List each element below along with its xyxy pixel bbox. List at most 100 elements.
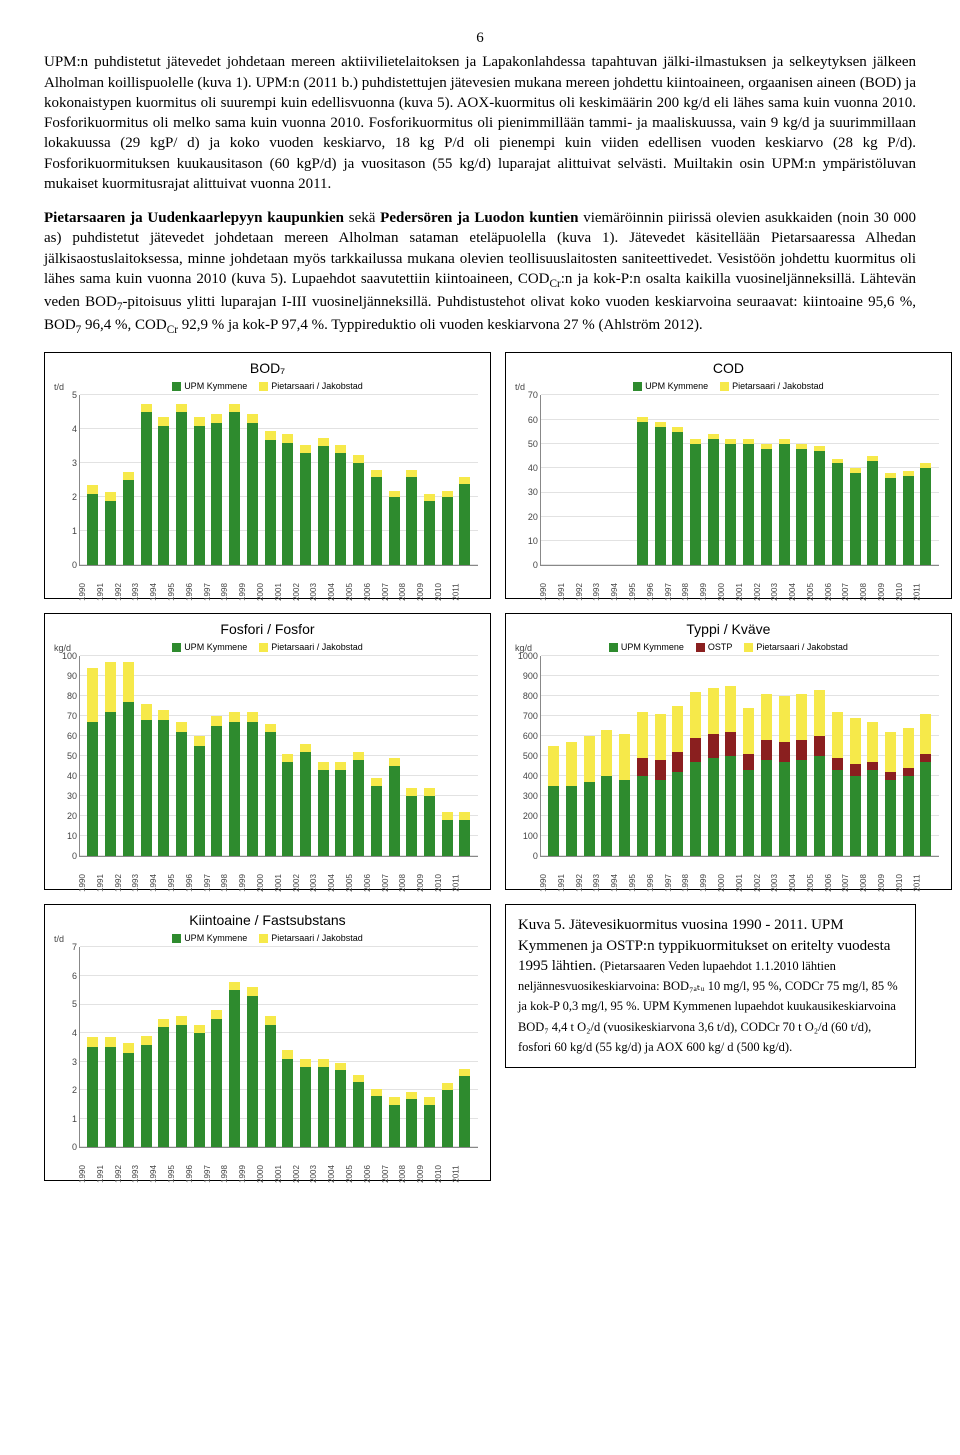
bar-segment-pj	[566, 742, 577, 786]
bar-slot	[368, 395, 386, 565]
legend-swatch	[172, 934, 181, 943]
bar-stack	[708, 688, 719, 856]
bar-segment-pj	[211, 716, 222, 726]
bar-stack	[725, 686, 736, 856]
bar-slot	[687, 395, 705, 565]
bar-segment-upm	[87, 722, 98, 856]
bar-stack	[335, 762, 346, 856]
axis-unit: t/d	[54, 933, 64, 945]
legend-item-pj: Pietarsaari / Jakobstad	[259, 380, 363, 392]
bar-slot	[332, 395, 350, 565]
bar-segment-pj	[282, 434, 293, 443]
bar-segment-upm	[389, 497, 400, 565]
legend-label: UPM Kymmene	[184, 380, 247, 392]
bar-segment-ostp	[867, 762, 878, 770]
bar-stack	[194, 736, 205, 856]
bar-segment-upm	[708, 439, 719, 565]
bar-segment-pj	[176, 1016, 187, 1025]
bar-segment-pj	[176, 404, 187, 413]
bar-stack	[885, 732, 896, 856]
legend-swatch	[172, 382, 181, 391]
bar-stack	[123, 662, 134, 856]
legend-swatch	[172, 643, 181, 652]
bar-segment-pj	[194, 1025, 205, 1034]
y-tick-label: 600	[523, 730, 541, 742]
bar-stack	[850, 468, 861, 565]
y-tick-label: 50	[528, 438, 541, 450]
bar-segment-upm	[920, 468, 931, 565]
bar-segment-pj	[229, 404, 240, 413]
bar-slot	[102, 947, 120, 1147]
y-tick-label: 5	[72, 998, 80, 1010]
bar-segment-upm	[353, 463, 364, 565]
bar-segment-pj	[247, 712, 258, 722]
legend-swatch	[259, 934, 268, 943]
y-tick-label: 0	[72, 1141, 80, 1153]
bar-segment-pj	[442, 1083, 453, 1090]
x-labels: 1990199119921993199419951996199719981999…	[540, 566, 939, 594]
bar-segment-ostp	[920, 754, 931, 762]
x-tick-label: 2011	[451, 875, 479, 892]
legend-item-pj: Pietarsaari / Jakobstad	[744, 641, 848, 653]
bar-slot	[226, 656, 244, 856]
bar-slot	[226, 947, 244, 1147]
chart-fosfori: Fosfori / FosforUPM KymmenePietarsaari /…	[44, 613, 491, 890]
bar-slot	[243, 656, 261, 856]
bar-segment-upm	[265, 732, 276, 856]
bar-segment-pj	[761, 694, 772, 740]
legend-swatch	[633, 382, 642, 391]
bar-segment-pj	[459, 1069, 470, 1076]
bar-stack	[87, 1037, 98, 1147]
y-tick-label: 700	[523, 710, 541, 722]
bar-segment-pj	[885, 732, 896, 772]
bar-segment-pj	[158, 417, 169, 426]
bar-stack	[725, 439, 736, 565]
bar-stack	[229, 982, 240, 1148]
bar-stack	[655, 714, 666, 856]
y-tick-label: 2	[72, 1084, 80, 1096]
chart-title: Fosfori / Fosfor	[53, 620, 482, 639]
bar-stack	[282, 1050, 293, 1147]
bar-stack	[459, 477, 470, 565]
y-tick-label: 2	[72, 491, 80, 503]
legend-item-upm: UPM Kymmene	[172, 932, 247, 944]
bar-segment-upm	[229, 990, 240, 1147]
bar-stack	[265, 431, 276, 565]
y-tick-label: 40	[67, 770, 80, 782]
bar-segment-upm	[708, 758, 719, 856]
bar-slot	[385, 947, 403, 1147]
bar-stack	[672, 427, 683, 565]
bar-segment-pj	[87, 485, 98, 494]
bar-stack	[832, 459, 843, 566]
y-tick-label: 3	[72, 1056, 80, 1068]
bar-stack	[442, 1083, 453, 1147]
legend-label: Pietarsaari / Jakobstad	[271, 641, 363, 653]
bar-segment-upm	[406, 1099, 417, 1148]
bar-slot	[438, 656, 456, 856]
bar-segment-upm	[158, 1027, 169, 1147]
bar-segment-upm	[353, 760, 364, 856]
bar-slot	[634, 656, 652, 856]
bar-segment-pj	[424, 494, 435, 501]
bar-segment-pj	[920, 714, 931, 754]
bar-slot	[669, 395, 687, 565]
bar-segment-upm	[779, 762, 790, 856]
bar-segment-upm	[282, 443, 293, 565]
chart-legend: UPM KymmenePietarsaari / Jakobstad	[514, 380, 943, 392]
plot-area: t/d010203040506070	[540, 395, 939, 566]
bar-slot	[208, 947, 226, 1147]
bar-stack	[194, 417, 205, 565]
bar-slot	[173, 656, 191, 856]
bar-stack	[158, 1019, 169, 1148]
bar-segment-upm	[194, 746, 205, 856]
bar-slot	[332, 947, 350, 1147]
bar-slot	[119, 395, 137, 565]
chart-title: COD	[514, 359, 943, 378]
bar-slot	[119, 656, 137, 856]
bar-stack	[566, 742, 577, 856]
bar-stack	[761, 694, 772, 856]
bar-segment-pj	[300, 744, 311, 752]
bar-slot	[740, 395, 758, 565]
bar-segment-upm	[761, 449, 772, 566]
bar-segment-upm	[725, 756, 736, 856]
